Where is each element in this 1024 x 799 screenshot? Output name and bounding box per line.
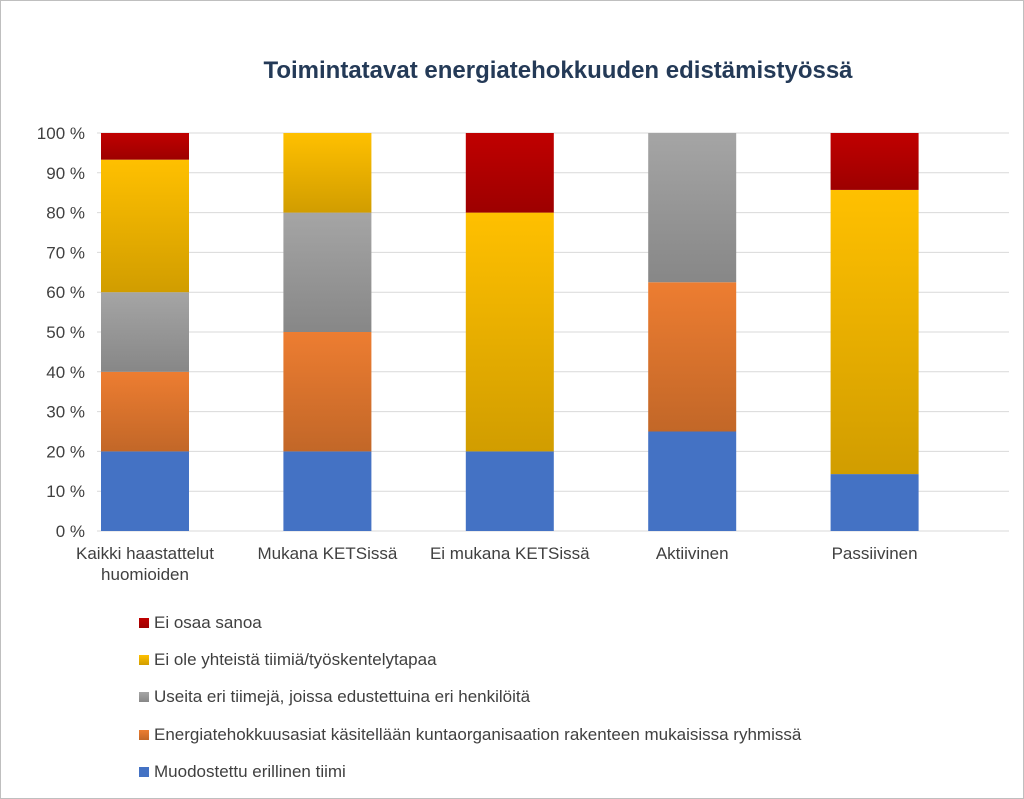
legend-label: Ei ole yhteistä tiimiä/työskentelytapaa	[154, 650, 437, 670]
x-tick-label: Aktiivinen	[656, 544, 729, 563]
x-tick-labels: Kaikki haastattelut huomioiden Mukana KETS…	[76, 544, 918, 584]
y-tick-label: 80 %	[46, 204, 85, 223]
chart-title: Toimintatavat energiatehokkuuden edistäm…	[263, 57, 853, 84]
legend: Ei osaa sanoa Ei ole yhteistä tiimiä/työs…	[139, 604, 801, 791]
bar-segment	[830, 189, 919, 475]
y-tick-label: 30 %	[46, 403, 85, 422]
bar-segment	[101, 159, 189, 293]
legend-swatch	[139, 767, 149, 778]
legend-label: Useita eri tiimejä, joissa edustettuina …	[154, 687, 531, 707]
bar-segment	[101, 292, 189, 372]
legend-item: Muodostettu erillinen tiimi	[139, 754, 801, 791]
bar-segment	[465, 451, 554, 531]
y-tick-label: 0 %	[56, 522, 85, 541]
x-tick-label: Kaikki haastattelut huomioiden	[76, 544, 214, 584]
legend-item: Energiatehokkuusasiat käsitellään kuntao…	[139, 716, 801, 753]
legend-item: Useita eri tiimejä, joissa edustettuina …	[139, 679, 801, 716]
legend-swatch	[139, 655, 149, 666]
bar-segment	[830, 474, 919, 531]
bar-segment	[648, 431, 737, 531]
x-tick-label: Ei mukana KETSissä	[430, 544, 590, 563]
bar-segment	[830, 133, 919, 190]
y-tick-label: 70 %	[46, 243, 85, 262]
legend-item: Ei osaa sanoa	[139, 604, 801, 641]
bar-segment	[283, 451, 372, 531]
bar-segment	[465, 212, 554, 452]
y-tick-label: 100 %	[37, 124, 85, 143]
x-tick-label: Passiivinen	[832, 544, 918, 563]
bars	[101, 133, 919, 531]
y-tick-label: 90 %	[46, 164, 85, 183]
y-tick-label: 60 %	[46, 283, 85, 302]
y-tick-label: 40 %	[46, 363, 85, 382]
bar-segment	[283, 332, 372, 452]
legend-swatch	[139, 692, 149, 703]
bar-segment	[283, 133, 372, 213]
bar-segment	[283, 212, 372, 332]
y-tick-label: 50 %	[46, 323, 85, 342]
y-tick-label: 10 %	[46, 482, 85, 501]
y-tick-label: 20 %	[46, 442, 85, 461]
legend-label: Ei osaa sanoa	[154, 612, 262, 632]
legend-swatch	[139, 617, 149, 628]
bar-segment	[465, 133, 554, 213]
legend-label: Energiatehokkuusasiat käsitellään kuntao…	[154, 724, 802, 744]
bar-segment	[101, 451, 189, 531]
legend-swatch	[139, 729, 149, 740]
x-tick-label: Mukana KETSissä	[257, 544, 397, 563]
bar-segment	[101, 133, 189, 160]
bar-segment	[101, 371, 189, 452]
bar-segment	[648, 133, 737, 283]
bar-segment	[648, 282, 737, 432]
legend-item: Ei ole yhteistä tiimiä/työskentelytapaa	[139, 641, 801, 678]
y-tick-labels: 0 % 10 % 20 % 30 % 40 % 50 % 60 % 70 % 80 % 90 % 1…	[37, 124, 85, 541]
legend-label: Muodostettu erillinen tiimi	[154, 762, 346, 782]
